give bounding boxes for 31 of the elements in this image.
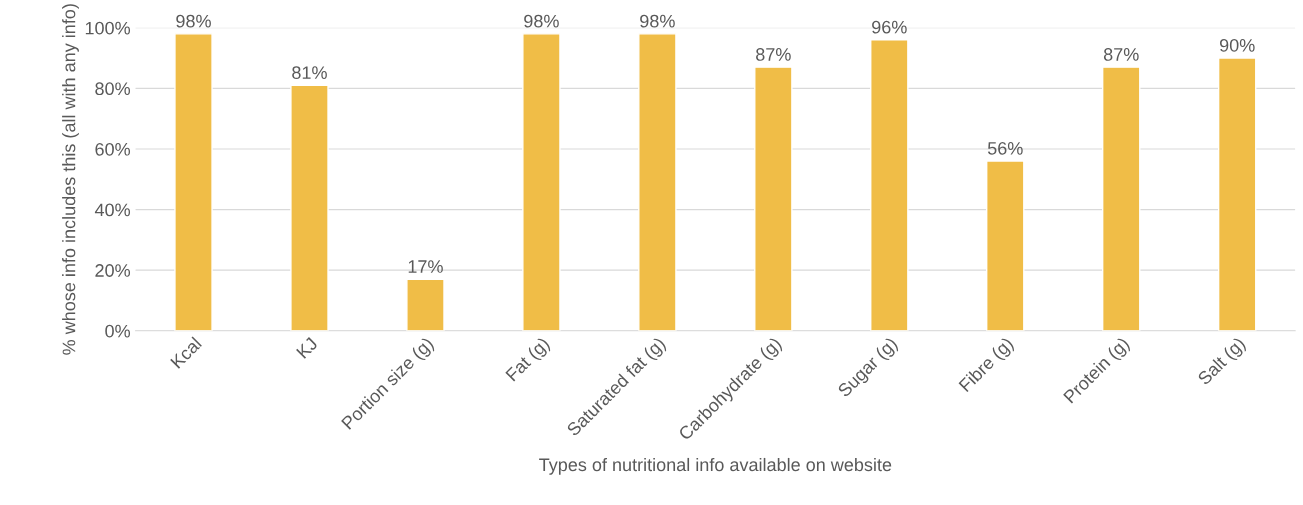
x-tick-label: Salt (g) [1196, 336, 1249, 389]
data-label: 96% [872, 20, 907, 34]
bar [1217, 57, 1257, 331]
data-label: 98% [524, 14, 559, 28]
y-axis-title: % whose info includes this (all with any info) [62, 4, 79, 355]
data-label: 98% [640, 14, 675, 28]
data-label: 98% [176, 14, 211, 28]
data-label: 81% [292, 66, 327, 79]
data-label: 17% [408, 260, 443, 273]
y-tick-label: 0% [105, 324, 131, 338]
bar [754, 66, 793, 331]
y-tick-label: 60% [95, 142, 131, 156]
y-tick-label: 100% [85, 21, 131, 35]
data-label: 90% [1219, 38, 1255, 52]
y-tick-label: 20% [95, 264, 131, 277]
x-tick-label: KJ [296, 337, 318, 359]
data-label: 56% [987, 141, 1023, 155]
x-tick-label: Fat (g) [504, 336, 553, 385]
bar [290, 84, 329, 331]
bar [406, 278, 445, 331]
bar [638, 33, 677, 331]
bar [522, 33, 561, 331]
y-tick-label: 40% [94, 203, 131, 217]
bar [1101, 66, 1141, 331]
bar [174, 33, 213, 331]
y-tick-label: 80% [95, 82, 131, 96]
bar [986, 160, 1025, 331]
data-label: 87% [756, 48, 791, 61]
data-label: 87% [1103, 48, 1139, 61]
bar [870, 39, 909, 331]
x-axis-title: Types of nutritional info available on website [539, 457, 892, 475]
